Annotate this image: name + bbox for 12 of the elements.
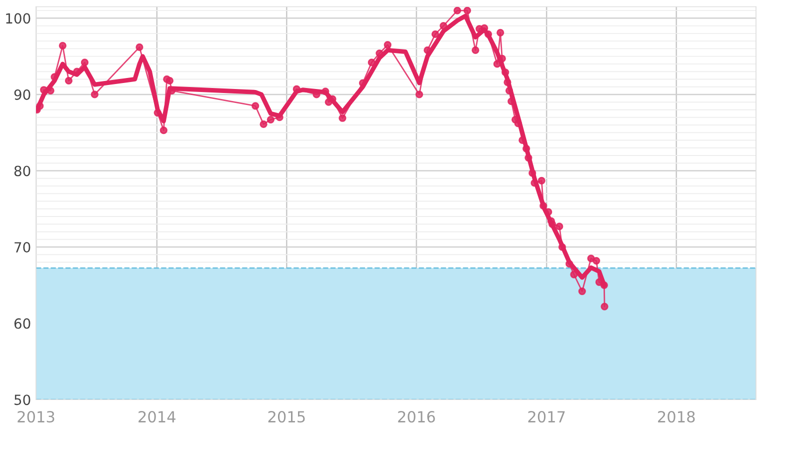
x-tick-label: 2017 bbox=[528, 410, 565, 423]
x-tick-label: 2018 bbox=[658, 410, 695, 423]
y-tick-label: 50 bbox=[14, 394, 30, 406]
x-tick-label: 2014 bbox=[138, 410, 176, 423]
y-tick-label: 90 bbox=[14, 89, 30, 100]
x-tick-label: 2013 bbox=[18, 410, 54, 423]
y-tick-label: 100 bbox=[6, 13, 30, 24]
y-tick-label: 70 bbox=[14, 242, 30, 253]
x-tick-label: 2015 bbox=[268, 410, 305, 423]
y-tick-label: 60 bbox=[14, 318, 30, 329]
y-tick-label: 80 bbox=[14, 166, 30, 176]
x-tick-label: 2016 bbox=[398, 410, 435, 423]
